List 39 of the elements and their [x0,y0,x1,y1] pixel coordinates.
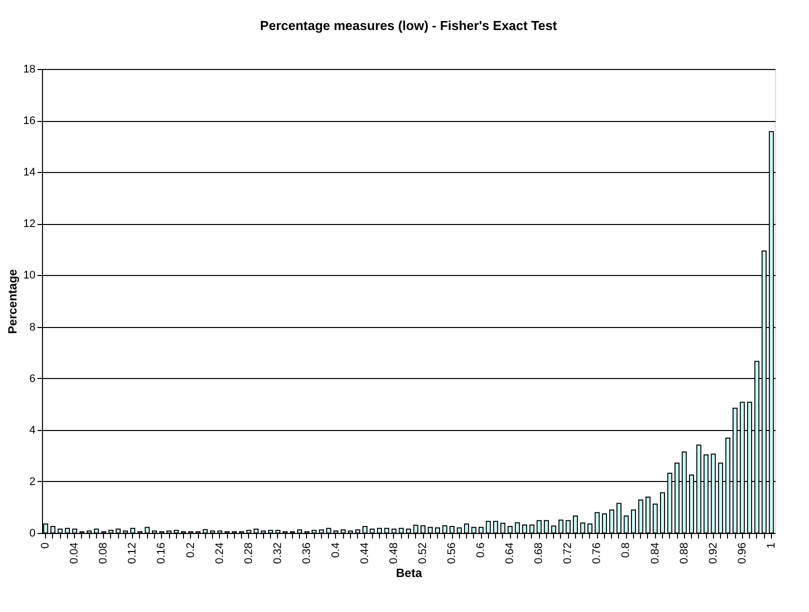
x-tick-label: 0.96 [736,542,748,564]
x-tick-label: 0.04 [68,542,81,564]
x-tick-label: 0 [40,542,52,549]
x-tick-label: 1 [765,542,778,549]
y-tick-label: 0 [29,528,36,540]
x-tick-label: 0.92 [707,542,720,564]
x-tick-label: 0.32 [272,542,284,564]
x-tick-label: 0.36 [300,542,313,564]
x-tick-label: 0.64 [504,542,516,564]
x-tick-label: 0.28 [242,542,255,564]
y-tick-label: 14 [23,166,36,179]
y-tick-label: 10 [23,270,36,282]
x-tick-label: 0.4 [330,542,342,558]
x-tick-label: 0.88 [678,542,690,564]
x-axis-title: Beta [396,566,422,580]
x-tick-label: 0.2 [184,542,197,558]
y-tick-label: 2 [29,476,36,488]
x-tick-label: 0.56 [446,542,458,564]
x-tick-label: 0.72 [562,542,574,564]
y-tick-label: 18 [23,64,36,76]
x-tick-label: 0.44 [358,542,371,564]
x-tick-label: 0.52 [417,542,430,564]
x-tick-label: 0.48 [388,542,400,564]
x-tick-label: 0.24 [214,542,226,564]
x-tick-label: 0.08 [98,542,110,564]
y-tick-label: 16 [23,115,36,128]
x-tick-label: 0.68 [533,542,546,564]
x-tick-label: 0.84 [649,542,662,564]
x-tick-label: 0.6 [475,542,488,558]
x-tick-label: 0.16 [156,542,168,564]
x-tick-label: 0.12 [126,542,139,564]
y-tick-label: 6 [29,372,36,385]
y-axis-title: Percentage [5,268,20,334]
x-tick-label: 0.8 [620,542,632,558]
y-tick-label: 8 [29,321,36,334]
x-tick-label: 0.76 [591,542,604,564]
chart-title: Percentage measures (low) - Fisher's Exact Test [260,18,558,33]
y-tick-label: 12 [23,218,36,230]
y-tick-label: 4 [29,424,36,436]
